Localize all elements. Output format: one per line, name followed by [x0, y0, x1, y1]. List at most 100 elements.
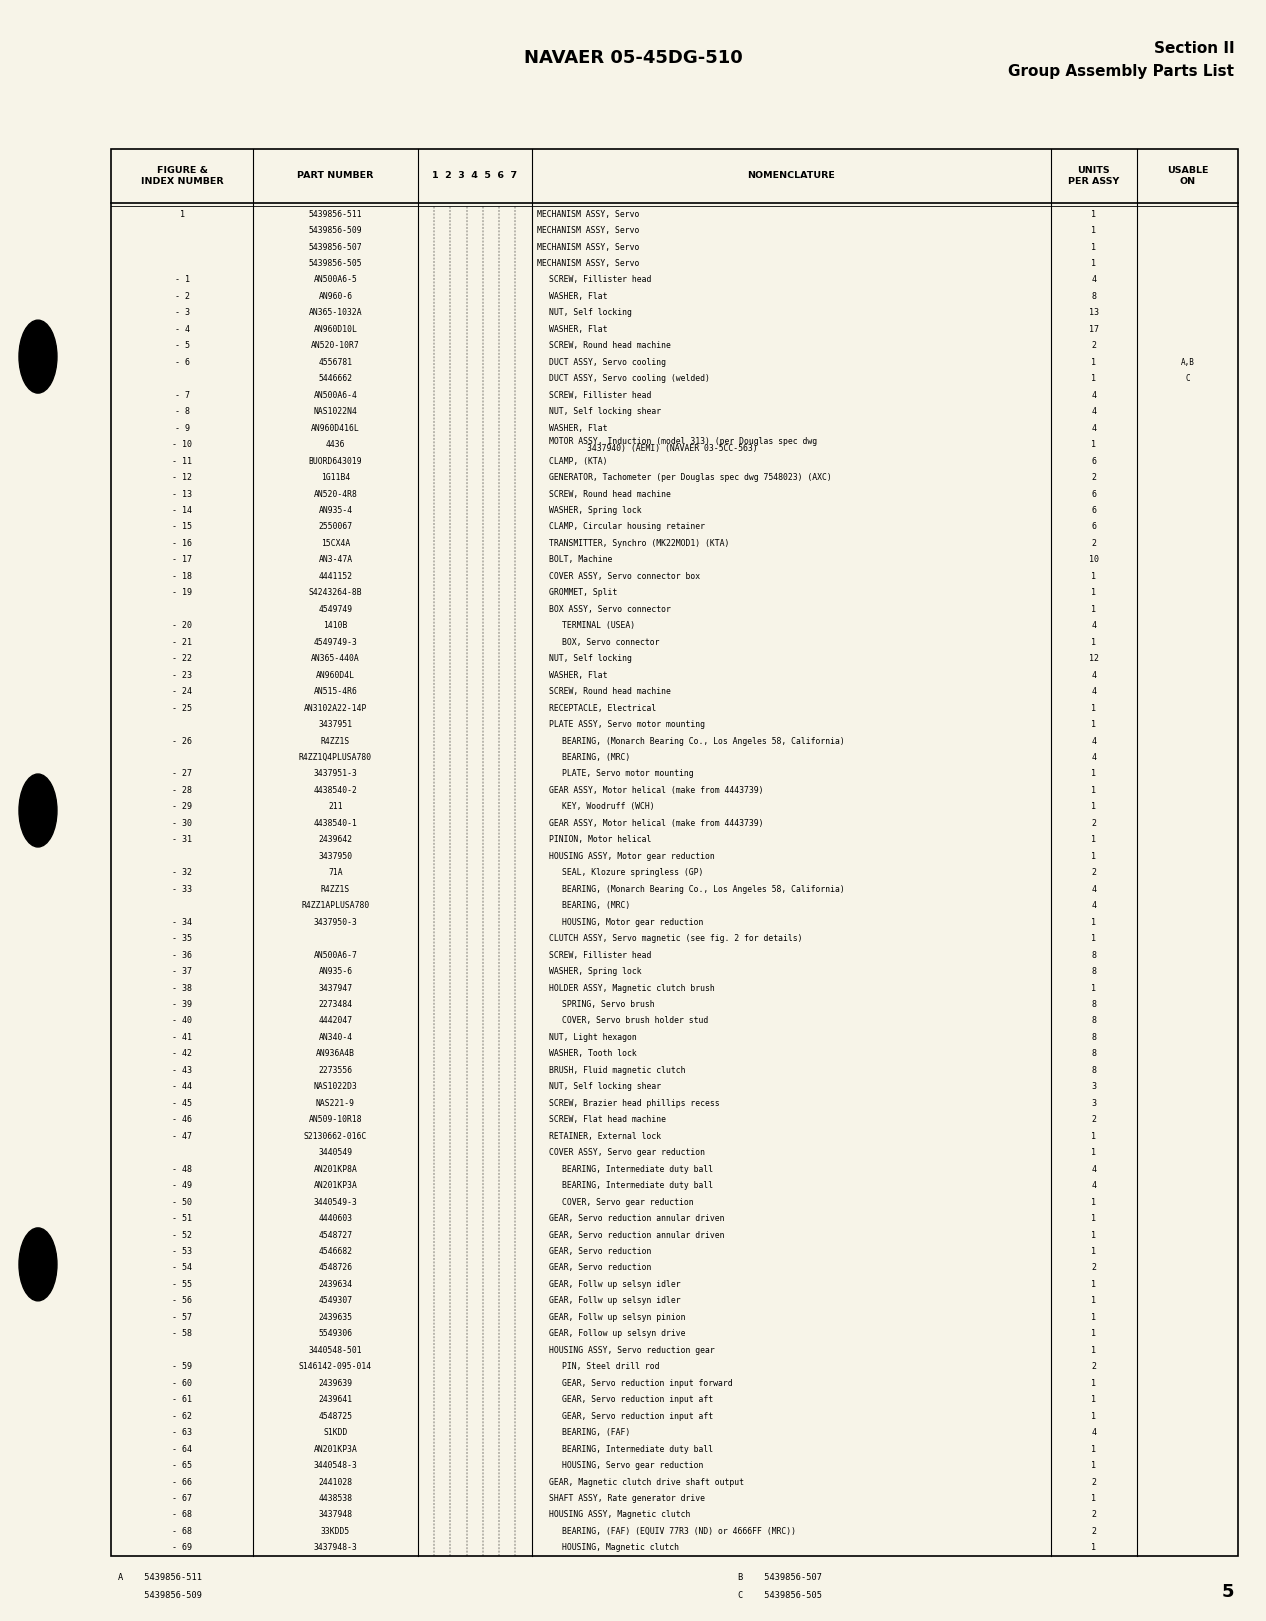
- Text: - 20: - 20: [172, 621, 192, 631]
- Text: Section II: Section II: [1153, 41, 1234, 57]
- Text: B    5439856-507: B 5439856-507: [738, 1572, 822, 1582]
- Text: 1: 1: [1091, 1247, 1096, 1256]
- Text: - 9: - 9: [175, 423, 190, 433]
- Text: 1: 1: [1091, 1396, 1096, 1404]
- Text: A    5439856-511: A 5439856-511: [118, 1572, 201, 1582]
- Text: 2: 2: [1091, 1478, 1096, 1486]
- Text: 71A: 71A: [328, 869, 343, 877]
- Text: 2: 2: [1091, 1527, 1096, 1537]
- Text: GENERATOR, Tachometer (per Douglas spec dwg 7548023) (AXC): GENERATOR, Tachometer (per Douglas spec …: [549, 473, 832, 481]
- Text: GEAR, Servo reduction input aft: GEAR, Servo reduction input aft: [562, 1412, 713, 1420]
- Text: 2439642: 2439642: [319, 835, 352, 845]
- Text: 2: 2: [1091, 819, 1096, 828]
- Ellipse shape: [19, 775, 57, 846]
- Text: 4549307: 4549307: [319, 1297, 352, 1305]
- Text: 1  2  3  4  5  6  7: 1 2 3 4 5 6 7: [432, 172, 518, 180]
- Text: RETAINER, External lock: RETAINER, External lock: [549, 1131, 662, 1141]
- Text: 8: 8: [1091, 292, 1096, 302]
- Text: - 62: - 62: [172, 1412, 192, 1420]
- Text: 1: 1: [1091, 984, 1096, 992]
- Text: PLATE ASSY, Servo motor mounting: PLATE ASSY, Servo motor mounting: [549, 720, 705, 729]
- Text: HOUSING ASSY, Magnetic clutch: HOUSING ASSY, Magnetic clutch: [549, 1511, 691, 1519]
- Text: - 25: - 25: [172, 704, 192, 713]
- Text: - 14: - 14: [172, 506, 192, 515]
- Text: AN365-440A: AN365-440A: [311, 655, 360, 663]
- Text: NAS1022D3: NAS1022D3: [314, 1083, 357, 1091]
- Text: NUT, Self locking: NUT, Self locking: [549, 655, 632, 663]
- Text: - 32: - 32: [172, 869, 192, 877]
- Text: RECEPTACLE, Electrical: RECEPTACLE, Electrical: [549, 704, 657, 713]
- Text: 8: 8: [1091, 1049, 1096, 1059]
- Text: Group Assembly Parts List: Group Assembly Parts List: [1008, 63, 1234, 79]
- Text: BOLT, Machine: BOLT, Machine: [549, 556, 613, 564]
- Text: 3437950-3: 3437950-3: [314, 917, 357, 927]
- Text: S146142-095-014: S146142-095-014: [299, 1362, 372, 1371]
- Text: - 44: - 44: [172, 1083, 192, 1091]
- Text: PIN, Steel drill rod: PIN, Steel drill rod: [562, 1362, 660, 1371]
- Text: 4: 4: [1091, 736, 1096, 746]
- Text: 1: 1: [1091, 835, 1096, 845]
- Text: GEAR ASSY, Motor helical (make from 4443739): GEAR ASSY, Motor helical (make from 4443…: [549, 786, 763, 794]
- Text: BEARING, (Monarch Bearing Co., Los Angeles 58, California): BEARING, (Monarch Bearing Co., Los Angel…: [562, 736, 844, 746]
- Text: 1: 1: [1091, 1281, 1096, 1289]
- Text: BOX ASSY, Servo connector: BOX ASSY, Servo connector: [549, 605, 671, 614]
- Text: 1: 1: [1091, 588, 1096, 598]
- Text: 2: 2: [1091, 342, 1096, 350]
- Text: 1: 1: [1091, 934, 1096, 943]
- Text: - 43: - 43: [172, 1067, 192, 1075]
- Text: BOX, Servo connector: BOX, Servo connector: [562, 637, 660, 647]
- Text: 4548727: 4548727: [319, 1230, 352, 1240]
- Text: MECHANISM ASSY, Servo: MECHANISM ASSY, Servo: [537, 225, 639, 235]
- Text: AN960D10L: AN960D10L: [314, 324, 357, 334]
- Text: 1: 1: [1091, 1461, 1096, 1470]
- Text: 5549306: 5549306: [319, 1329, 352, 1339]
- Text: 4546682: 4546682: [319, 1247, 352, 1256]
- Ellipse shape: [19, 1229, 57, 1300]
- Text: - 57: - 57: [172, 1313, 192, 1321]
- Text: 3: 3: [1091, 1083, 1096, 1091]
- Text: 1G11B4: 1G11B4: [320, 473, 351, 481]
- Text: C    5439856-505: C 5439856-505: [738, 1590, 822, 1600]
- Text: USABLE
ON: USABLE ON: [1167, 167, 1208, 185]
- Text: 1: 1: [1091, 770, 1096, 778]
- Text: 5439856-509: 5439856-509: [118, 1590, 201, 1600]
- Text: - 48: - 48: [172, 1164, 192, 1174]
- Text: HOUSING ASSY, Servo reduction gear: HOUSING ASSY, Servo reduction gear: [549, 1345, 715, 1355]
- Text: - 52: - 52: [172, 1230, 192, 1240]
- Text: - 24: - 24: [172, 687, 192, 695]
- Text: 2: 2: [1091, 1115, 1096, 1125]
- Text: 4438538: 4438538: [319, 1495, 352, 1503]
- Text: SCREW, Round head machine: SCREW, Round head machine: [549, 687, 671, 695]
- Text: AN935-6: AN935-6: [319, 968, 352, 976]
- Text: AN340-4: AN340-4: [319, 1033, 352, 1042]
- Text: - 68: - 68: [172, 1527, 192, 1537]
- Text: - 27: - 27: [172, 770, 192, 778]
- Text: 1: 1: [1091, 225, 1096, 235]
- Text: A,B: A,B: [1181, 358, 1194, 366]
- Text: 3440549-3: 3440549-3: [314, 1198, 357, 1206]
- Text: TERMINAL (USEA): TERMINAL (USEA): [562, 621, 636, 631]
- Text: 8: 8: [1091, 1000, 1096, 1008]
- Text: 2273556: 2273556: [319, 1067, 352, 1075]
- Text: 2: 2: [1091, 1263, 1096, 1272]
- Text: AN960-6: AN960-6: [319, 292, 352, 302]
- Text: - 29: - 29: [172, 802, 192, 812]
- Text: NUT, Self locking shear: NUT, Self locking shear: [549, 1083, 662, 1091]
- Text: 1: 1: [1091, 1313, 1096, 1321]
- Text: - 58: - 58: [172, 1329, 192, 1339]
- Text: 1: 1: [1091, 1230, 1096, 1240]
- Text: 4: 4: [1091, 423, 1096, 433]
- Text: COVER ASSY, Servo gear reduction: COVER ASSY, Servo gear reduction: [549, 1148, 705, 1157]
- Text: 1: 1: [1091, 786, 1096, 794]
- Text: - 31: - 31: [172, 835, 192, 845]
- Text: SCREW, Flat head machine: SCREW, Flat head machine: [549, 1115, 666, 1125]
- Text: MECHANISM ASSY, Servo: MECHANISM ASSY, Servo: [537, 259, 639, 267]
- Text: 3437951-3: 3437951-3: [314, 770, 357, 778]
- Text: PLATE, Servo motor mounting: PLATE, Servo motor mounting: [562, 770, 694, 778]
- Text: - 34: - 34: [172, 917, 192, 927]
- Text: 3437948-3: 3437948-3: [314, 1543, 357, 1553]
- Text: 1: 1: [1091, 209, 1096, 219]
- Text: - 13: - 13: [172, 490, 192, 499]
- Text: - 12: - 12: [172, 473, 192, 481]
- Text: AN520-10R7: AN520-10R7: [311, 342, 360, 350]
